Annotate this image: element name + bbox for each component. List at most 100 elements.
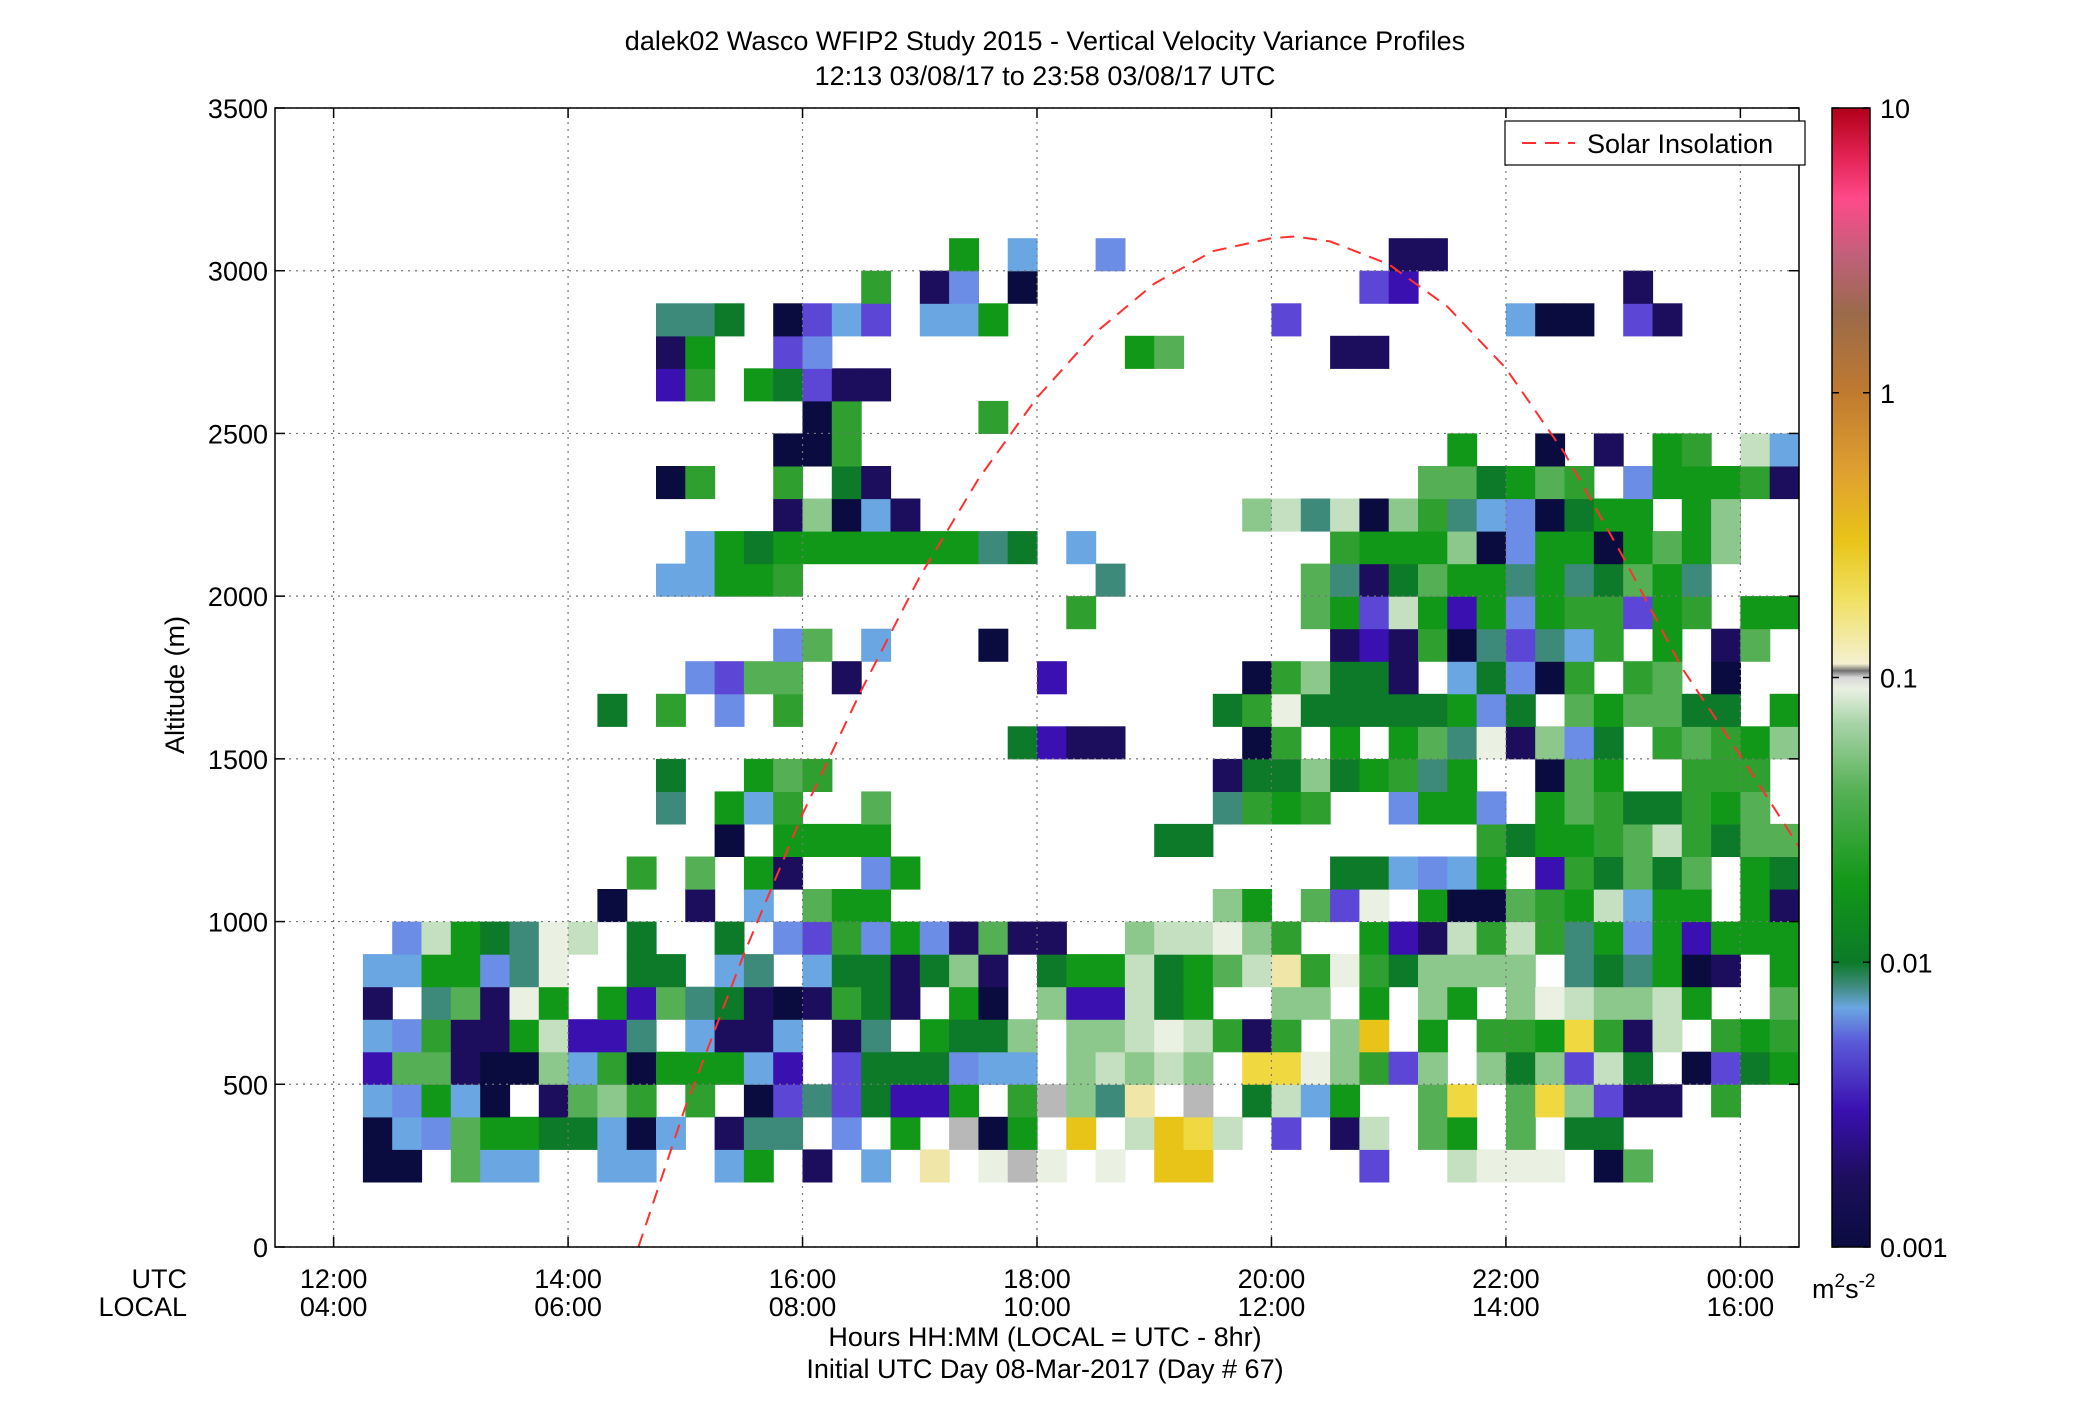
heatmap-cell [1037,921,1067,955]
heatmap-cell [1359,661,1390,695]
heatmap-cell [1066,1084,1097,1118]
heatmap-cell [1124,921,1155,955]
heatmap-cell [1769,986,1800,1020]
heatmap-cell [1505,531,1536,565]
heatmap-cell [1564,596,1595,630]
heatmap-cell [1300,498,1331,532]
heatmap-cell [1505,954,1536,988]
heatmap-cell [861,628,892,662]
heatmap-cell [1476,531,1507,565]
heatmap-cell [1623,856,1654,890]
heatmap-cell [1769,921,1800,955]
heatmap-cell [597,693,628,727]
heatmap-cell [656,1116,686,1150]
heatmap-cell [1183,921,1214,955]
heatmap-cell [656,303,686,337]
heatmap-cell [1242,921,1273,955]
heatmap-cell [1388,238,1419,272]
heatmap-cell [861,1084,892,1118]
heatmap-cell [1593,791,1624,825]
heatmap-cell [1623,661,1654,695]
heatmap-cell [1007,1051,1038,1085]
heatmap-cell [1535,531,1566,565]
heatmap-cell [1652,856,1683,890]
heatmap-cell [480,954,511,988]
heatmap-cell [919,1051,950,1085]
heatmap-cell [1447,889,1478,923]
heatmap-cell [626,986,657,1020]
heatmap-cell [714,1116,745,1150]
heatmap-cell [802,1149,833,1183]
heatmap-cell [1007,1019,1038,1053]
heatmap-cell [1037,954,1067,988]
x-tick-label-utc: 22:00 [1472,1264,1540,1294]
heatmap-cell [480,921,511,955]
heatmap-cell [1388,1051,1419,1085]
heatmap-cell [1476,466,1507,500]
heatmap-cell [1447,954,1478,988]
heatmap-cell [714,921,745,955]
heatmap-cell [1652,466,1683,500]
heatmap-cell [1681,889,1712,923]
heatmap-cell [1330,531,1360,565]
heatmap-cell [1359,628,1390,662]
heatmap-cell [1212,921,1243,955]
heatmap-cell [861,1051,892,1085]
heatmap-cell [362,1149,393,1183]
heatmap-cell [773,433,804,467]
heatmap-cell [1652,986,1683,1020]
y-tick-label: 3500 [208,94,268,124]
heatmap-cell [1418,889,1448,923]
heatmap-cell [1066,531,1097,565]
heatmap-cell [1124,1019,1155,1053]
heatmap-cell [1007,238,1038,272]
heatmap-cell [743,563,774,597]
x-axis-row-label-local: LOCAL [98,1292,187,1322]
heatmap-cell [714,1149,745,1183]
heatmap-cell [362,1084,393,1118]
heatmap-cell [1183,1051,1214,1085]
heatmap-cell [1154,1051,1185,1085]
heatmap-cell [1652,823,1683,857]
y-tick-label: 0 [253,1233,268,1263]
heatmap-cell [1066,986,1097,1020]
heatmap-cell [509,986,540,1020]
heatmap-cell [1476,1051,1507,1085]
heatmap-cell [1271,921,1302,955]
heatmap-cell [1212,1116,1243,1150]
heatmap-cell [1066,1116,1097,1150]
y-tick-label: 2000 [208,582,268,612]
heatmap-cell [1212,889,1243,923]
colorbar-tick-label: 1 [1880,379,1895,409]
colorbar-tick-label: 0.01 [1880,948,1933,978]
heatmap-cell [773,1019,804,1053]
heatmap-cell [890,954,921,988]
heatmap-cell [1388,498,1419,532]
heatmap-cell [1593,986,1624,1020]
heatmap-cell [1388,921,1419,955]
x-tick-label-local: 04:00 [300,1292,368,1322]
heatmap-cell [1388,954,1419,988]
heatmap-cell [1418,921,1448,955]
heatmap-cell [1154,921,1185,955]
heatmap-cell [1623,823,1654,857]
heatmap-cell [1154,1019,1185,1053]
heatmap-cell [1535,726,1566,760]
heatmap-cell [1476,954,1507,988]
heatmap-cell [597,986,628,1020]
heatmap-cell [392,954,423,988]
heatmap-cell [1300,758,1331,792]
heatmap-cell [538,1051,569,1085]
heatmap-cell [626,856,657,890]
heatmap-cell [773,661,804,695]
heatmap-cell [1271,726,1302,760]
heatmap-cell [1359,758,1390,792]
heatmap-cell [1359,889,1390,923]
heatmap-cell [1681,856,1712,890]
heatmap-cell [773,1084,804,1118]
heatmap-cell [714,661,745,695]
heatmap-cell [1359,856,1390,890]
heatmap-cell [1505,921,1536,955]
heatmap-cell [919,531,950,565]
heatmap-cell [1535,1084,1566,1118]
